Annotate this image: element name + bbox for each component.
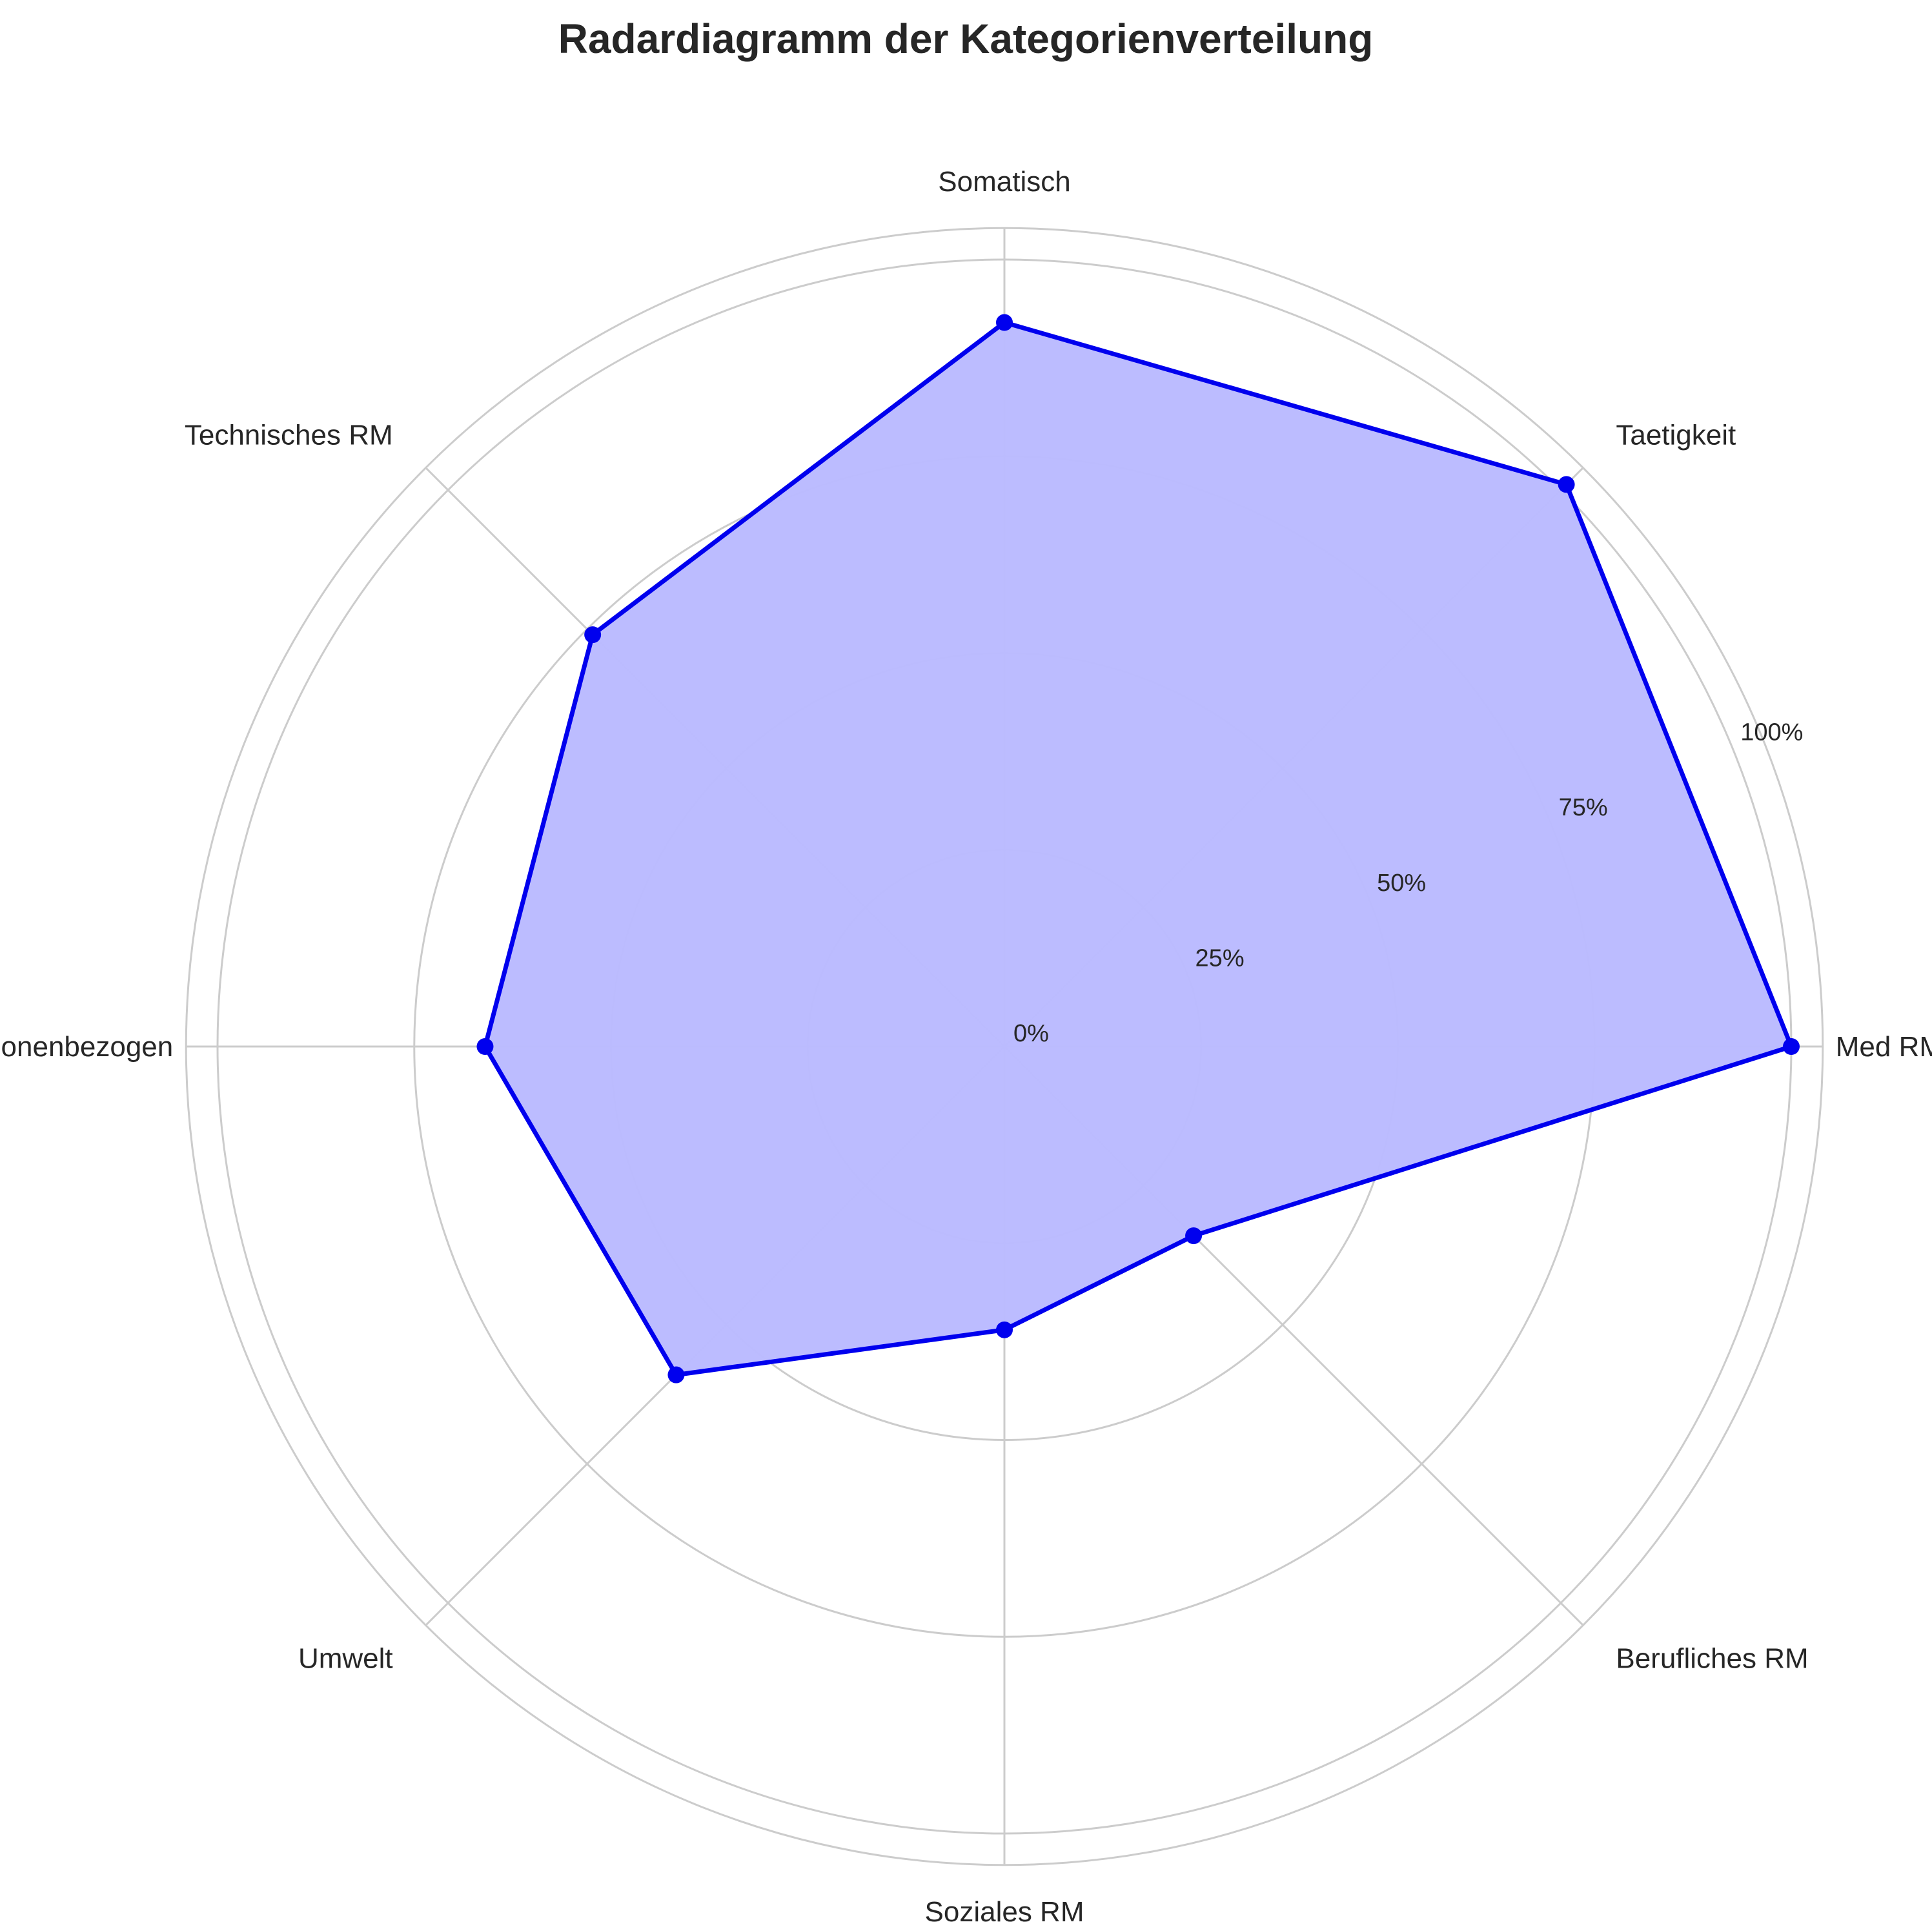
data-point-personenbezogen	[476, 1038, 494, 1055]
category-label-taetigkeit: Taetigkeit	[1616, 420, 1736, 451]
data-point-taetigkeit	[1558, 476, 1575, 493]
category-labels: Med RM Taetigkeit Somatisch Technisches RM P…	[0, 166, 1932, 1928]
data-point-med-rm	[1783, 1038, 1800, 1055]
r-tick-label-75: 75%	[1559, 794, 1608, 821]
category-label-soziales-rm: Soziales RM	[925, 1896, 1084, 1928]
r-tick-label-100: 100%	[1740, 719, 1803, 746]
r-tick-label-0: 0%	[1013, 1020, 1049, 1047]
data-point-umwelt	[667, 1366, 685, 1384]
series-layer	[476, 314, 1800, 1384]
data-point-somatisch	[996, 314, 1013, 331]
data-point-technisches-rm	[584, 626, 602, 644]
category-label-med-rm: Med RM	[1836, 1031, 1932, 1063]
category-label-technisches-rm: Technisches RM	[185, 420, 393, 451]
category-label-berufliches-rm: Berufliches RM	[1616, 1642, 1808, 1674]
category-label-personenbezogen: Personenbezogen	[0, 1031, 173, 1063]
data-point-berufliches-rm	[1185, 1227, 1203, 1245]
chart-title: Radardiagramm der Kategorienverteilung	[558, 15, 1374, 62]
category-label-umwelt: Umwelt	[298, 1642, 393, 1674]
radial-tick-labels: 0% 25% 50% 75% 100%	[1013, 719, 1803, 1047]
data-point-soziales-rm	[996, 1321, 1013, 1338]
category-label-somatisch: Somatisch	[938, 166, 1070, 198]
r-tick-label-50: 50%	[1377, 870, 1426, 897]
r-tick-label-25: 25%	[1195, 945, 1245, 972]
series-fill-area	[485, 322, 1791, 1375]
